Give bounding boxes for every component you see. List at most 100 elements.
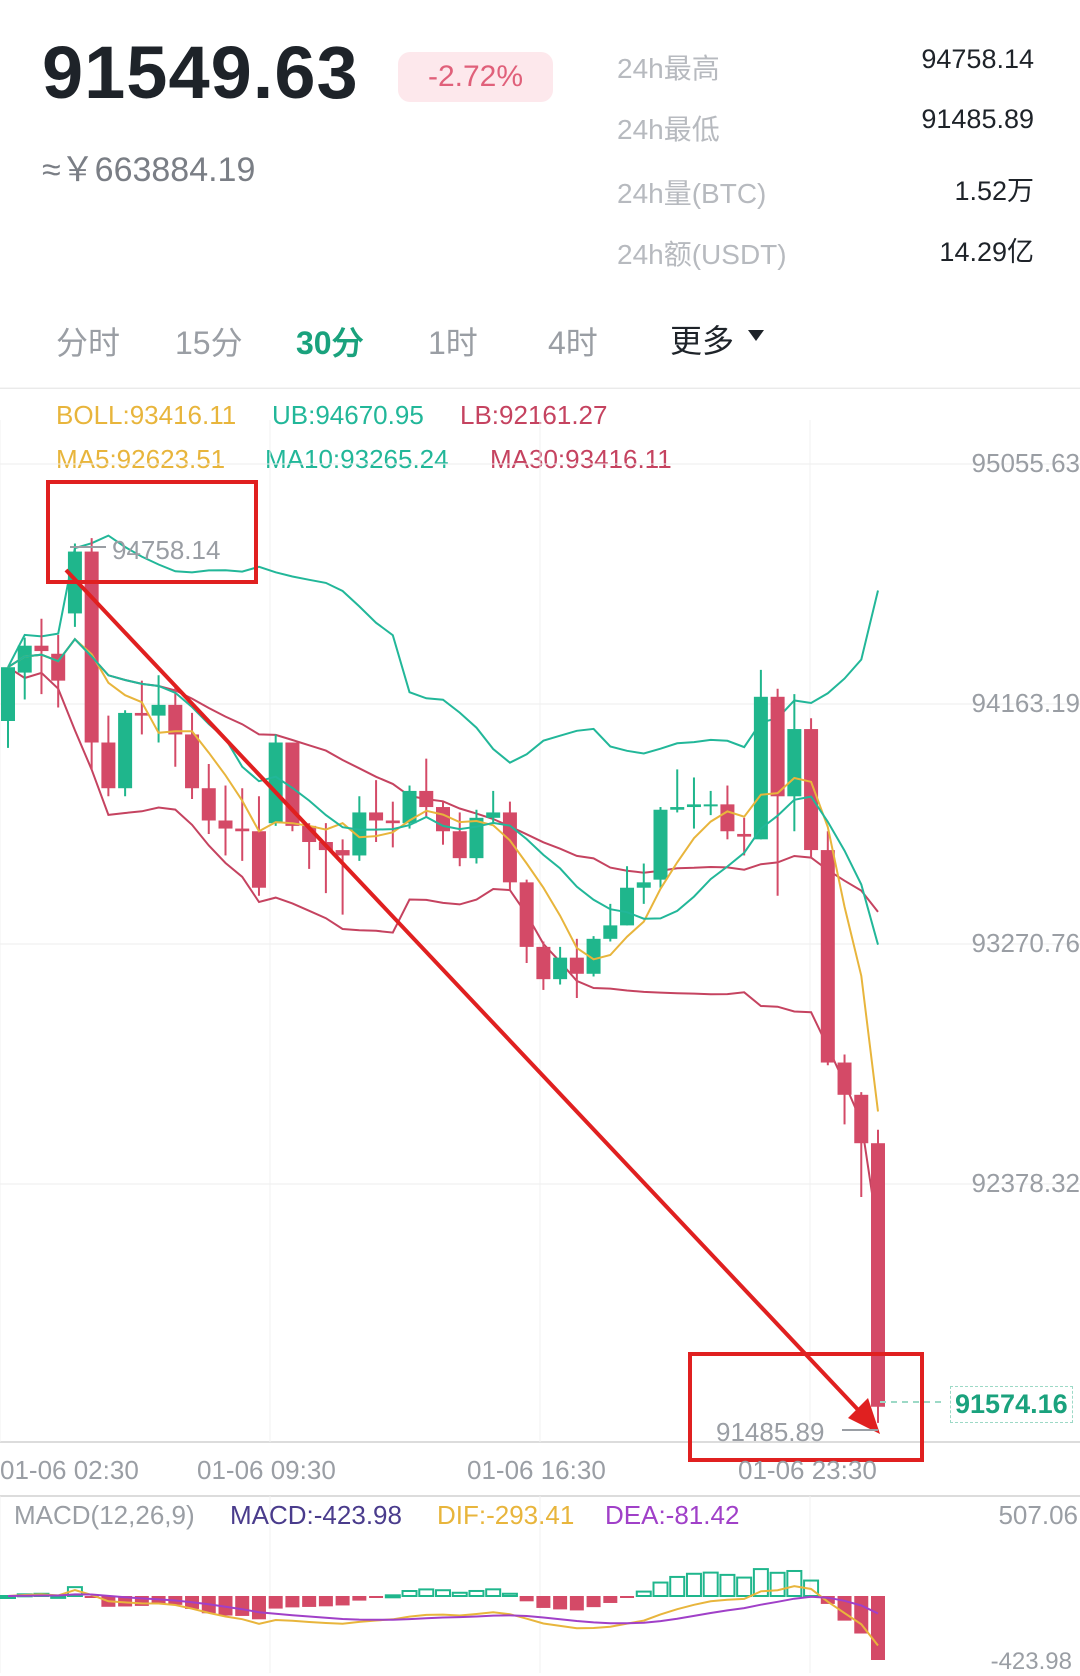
candle-body [569,957,584,974]
macd-bar [302,1596,317,1607]
macd-bar [335,1596,350,1606]
candle-body [753,696,768,840]
macd-bar [435,1589,451,1598]
macd-bar [652,1581,669,1598]
candle-body [804,729,819,851]
candle-body [452,831,467,859]
dea-value: DEA:-81.42 [605,1500,740,1530]
candle-body [737,833,752,837]
candle-body [871,1143,885,1407]
macd-bar [752,1568,769,1598]
macd-bar [553,1596,568,1610]
macd-bar [251,1596,266,1620]
ub-label: UB:94670.95 [272,400,424,430]
candle-body [134,712,149,716]
macd-bar [536,1596,551,1608]
stat-value-24h-amount: 14.29亿 [939,237,1034,267]
more-intervals-button[interactable]: 更多 [670,323,735,359]
candle-body [402,790,417,824]
tab-30min[interactable]: 30分 [296,325,364,361]
candle-body [251,831,266,888]
candle-body [519,882,534,947]
candle-body [653,809,668,880]
candle-body [101,742,116,789]
macd-bar [871,1596,885,1660]
candles [1,538,885,1423]
macd-bar [235,1596,250,1616]
bollinger-lines [7,534,879,1234]
stat-label-24h-amount: 24h额(USDT) [617,239,787,270]
stat-value-24h-volume: 1.52万 [954,176,1034,206]
macd-bar [318,1596,333,1607]
candle-body [385,820,400,824]
macd-bottom-ref: -423.98 [990,1648,1072,1675]
stat-value-24h-high: 94758.14 [921,44,1034,74]
macd-bar [603,1596,618,1603]
candle-body [586,938,601,974]
cny-equivalent: ≈￥663884.19 [42,151,256,189]
macd-bar [352,1596,367,1601]
boll-lower-line [7,666,879,1234]
candle-body [201,788,216,821]
candle-body [502,812,517,883]
x-tick: 01-06 16:30 [467,1455,606,1485]
change-percent-badge: -2.72% [398,52,553,102]
chart-grid [0,387,1080,1673]
candle-body [837,1062,852,1095]
y-tick: 94163.19 [971,688,1080,718]
tab-timeline[interactable]: 分时 [56,325,121,361]
x-tick: 01-06 23:30 [738,1455,877,1485]
macd-bar [669,1575,686,1598]
macd-bar [786,1569,803,1597]
candle-body [636,882,651,888]
stat-value-24h-low: 91485.89 [921,104,1034,134]
macd-bar [685,1572,702,1597]
macd-bar [702,1571,719,1598]
lb-label: LB:92161.27 [460,400,608,430]
macd-bar [468,1589,485,1598]
candle-body [151,704,166,716]
boll-label: BOLL:93416.11 [56,400,237,430]
macd-histogram [0,1568,885,1660]
candle-body [703,804,718,807]
tab-1hour[interactable]: 1时 [428,325,478,361]
y-tick: 93270.76 [971,928,1080,958]
candle-body [820,850,835,1063]
macd-bar [384,1594,401,1599]
macd-value: MACD:-423.98 [230,1500,402,1530]
last-price: 91549.63 [42,31,359,114]
macd-bar [418,1588,435,1597]
annotations [46,480,946,1462]
candle-body [369,812,384,821]
x-tick: 01-06 09:30 [197,1455,336,1485]
candle-body [1,667,15,721]
tab-15min[interactable]: 15分 [175,325,243,361]
caret-down-icon[interactable] [748,330,764,341]
candle-body [787,729,802,797]
macd-bar [736,1576,753,1597]
candle-body [352,812,367,856]
annotation-arrow-head [848,1398,880,1434]
macd-bar [620,1596,635,1598]
dif-line [7,1585,879,1647]
tab-4hour[interactable]: 4时 [548,325,598,361]
high-marker-label: 94758.14 [112,535,221,565]
annotation-box [46,480,258,584]
candle-body [185,734,200,789]
macd-bar [118,1596,133,1607]
candle-body [469,817,484,859]
candle-body [854,1094,869,1144]
candle-body [335,850,350,856]
macd-bar [84,1596,99,1598]
candle-body [686,804,701,808]
macd-bar [218,1596,233,1616]
candle-body [168,704,183,735]
moving-average-lines [7,637,879,1112]
ma5-label: MA5:92623.51 [56,444,226,474]
candle-body [553,957,568,980]
macd-bar [268,1596,283,1609]
candle-body [17,645,32,673]
candle-body [51,653,66,681]
dif-value: DIF:-293.41 [437,1500,575,1530]
